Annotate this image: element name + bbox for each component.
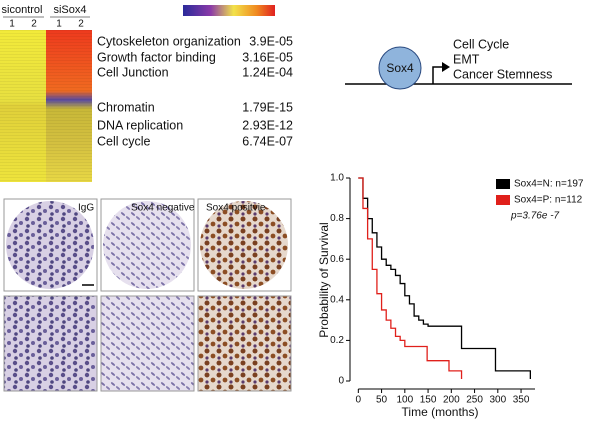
lane-label: 1 [9, 19, 15, 30]
go-term: Cytoskeleton organization [97, 34, 241, 48]
group-label: sicontrol [2, 4, 43, 16]
go-term: DNA replication [97, 118, 183, 132]
go-p-value: 3.16E-05 [242, 50, 293, 64]
arrow [432, 66, 444, 84]
x-tick-label: 0 [356, 395, 362, 406]
go-p-value: 6.74E-07 [242, 134, 293, 148]
heatmap-texture [0, 30, 92, 182]
go-p-value: 1.24E-04 [242, 65, 293, 79]
legend-label: Sox4=P: n=112 [514, 195, 583, 206]
panel-label: Sox4 positvie [206, 203, 266, 214]
x-tick-label: 150 [420, 395, 437, 406]
go-p-value: 1.79E-15 [242, 100, 293, 114]
panel-zoom [100, 295, 195, 392]
panel-zoom [197, 295, 292, 392]
go-p-value: 3.9E-05 [249, 34, 293, 48]
y-tick-label: 1.0 [330, 173, 344, 184]
color-scale [183, 5, 275, 16]
legend-label: Sox4=N: n=197 [514, 179, 584, 190]
lane-label: 1 [56, 19, 62, 30]
y-tick-label: 0.6 [330, 254, 344, 265]
x-tick-label: 100 [396, 395, 413, 406]
go-terms: Cytoskeleton organization 3.9E-05 Growth f… [97, 34, 293, 148]
go-p-value: 2.93E-12 [242, 118, 293, 132]
y-tick-label: 0.4 [330, 294, 344, 305]
panel-zoom [3, 295, 98, 392]
survival-plot: 0 0.2 0.4 0.6 0.8 1.0 0 50 100 150 200 250 300 350 Sox… [330, 173, 584, 406]
group-label: siSox4 [53, 4, 86, 16]
panel-label: Sox4 negative [131, 203, 195, 214]
panel-label: IgG [78, 203, 94, 214]
go-term: Chromatin [97, 100, 155, 114]
lane-label: 2 [31, 19, 37, 30]
tissue-core [6, 201, 94, 289]
survival-curve [358, 177, 532, 379]
tissue-core [103, 201, 191, 289]
x-tick-label: 350 [513, 395, 530, 406]
go-term: Cell Junction [97, 65, 169, 79]
legend-swatch [496, 195, 510, 205]
x-tick-label: 250 [466, 395, 483, 406]
go-term: Cell cycle [97, 134, 151, 148]
target: EMT [453, 52, 480, 66]
lane-label: 2 [78, 19, 84, 30]
x-tick-label: 300 [489, 395, 506, 406]
y-tick-label: 0.8 [330, 213, 344, 224]
target: Cell Cycle [453, 37, 509, 51]
arrowhead [442, 62, 450, 72]
legend-swatch [496, 179, 510, 189]
p-value: p=3.76e -7 [510, 211, 560, 222]
y-tick-label: 0 [338, 376, 344, 387]
y-axis-label: Probability of Survival [317, 222, 331, 337]
target: Cancer Stemness [453, 67, 552, 81]
x-axis-label: Time (months) [402, 405, 479, 419]
sox4-node [378, 46, 422, 90]
x-tick-label: 50 [376, 395, 388, 406]
node-label: Sox4 [386, 61, 414, 75]
go-term: Growth factor binding [97, 50, 216, 64]
x-tick-label: 200 [443, 395, 460, 406]
y-tick-label: 0.2 [330, 335, 344, 346]
tissue-core [200, 201, 288, 289]
survival-curve [358, 177, 463, 379]
